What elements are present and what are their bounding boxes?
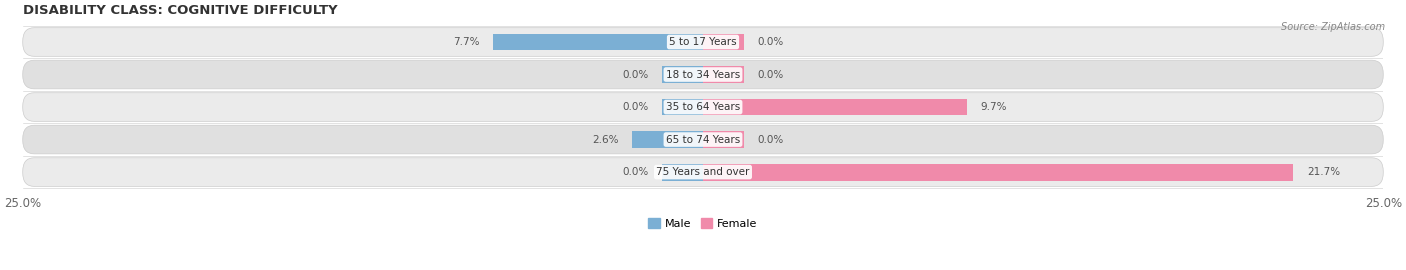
Bar bbox=[662, 164, 703, 181]
Bar bbox=[703, 131, 744, 148]
Text: 0.0%: 0.0% bbox=[623, 102, 648, 112]
Text: 2.6%: 2.6% bbox=[592, 134, 619, 144]
Text: 0.0%: 0.0% bbox=[758, 134, 783, 144]
FancyBboxPatch shape bbox=[22, 60, 1384, 89]
Bar bbox=[703, 33, 744, 50]
Text: 0.0%: 0.0% bbox=[623, 69, 648, 80]
Text: Source: ZipAtlas.com: Source: ZipAtlas.com bbox=[1281, 22, 1385, 32]
Bar bbox=[703, 99, 967, 116]
FancyBboxPatch shape bbox=[22, 93, 1384, 121]
Text: 21.7%: 21.7% bbox=[1308, 167, 1340, 177]
Text: 18 to 34 Years: 18 to 34 Years bbox=[666, 69, 740, 80]
FancyBboxPatch shape bbox=[22, 158, 1384, 186]
Bar bbox=[662, 99, 703, 116]
Text: 35 to 64 Years: 35 to 64 Years bbox=[666, 102, 740, 112]
Text: 75 Years and over: 75 Years and over bbox=[657, 167, 749, 177]
Bar bbox=[662, 66, 703, 83]
Bar bbox=[494, 33, 703, 50]
Text: 5 to 17 Years: 5 to 17 Years bbox=[669, 37, 737, 47]
Text: 0.0%: 0.0% bbox=[623, 167, 648, 177]
Text: 65 to 74 Years: 65 to 74 Years bbox=[666, 134, 740, 144]
Text: 7.7%: 7.7% bbox=[453, 37, 479, 47]
Text: 9.7%: 9.7% bbox=[980, 102, 1007, 112]
Bar bbox=[703, 66, 744, 83]
FancyBboxPatch shape bbox=[22, 125, 1384, 154]
Bar bbox=[633, 131, 703, 148]
Text: 0.0%: 0.0% bbox=[758, 69, 783, 80]
Bar bbox=[703, 164, 1294, 181]
Text: 0.0%: 0.0% bbox=[758, 37, 783, 47]
FancyBboxPatch shape bbox=[22, 28, 1384, 56]
Text: DISABILITY CLASS: COGNITIVE DIFFICULTY: DISABILITY CLASS: COGNITIVE DIFFICULTY bbox=[22, 4, 337, 17]
Legend: Male, Female: Male, Female bbox=[644, 214, 762, 233]
